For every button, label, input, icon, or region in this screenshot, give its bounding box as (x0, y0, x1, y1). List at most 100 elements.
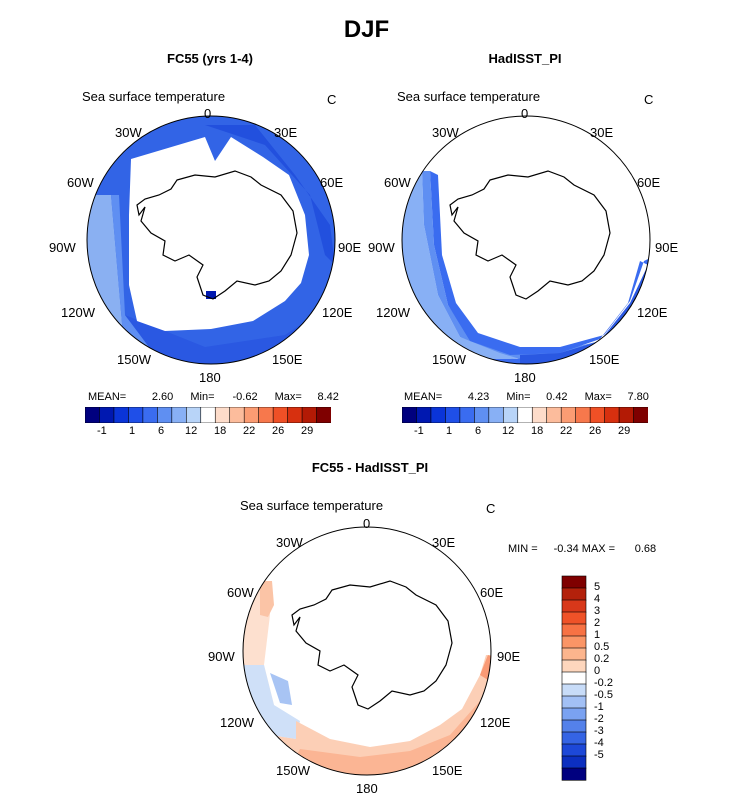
diff-lon-150w: 150W (276, 763, 310, 778)
diff-lon-30e: 30E (432, 535, 456, 550)
diff-colorbar-swatch (561, 635, 587, 649)
panel2-title: HadISST_PI (488, 51, 562, 66)
colorbar-swatch (85, 407, 101, 423)
panel1-cb-label: 29 (301, 425, 314, 437)
panel2-colorbar-labels: -1 1 6 12 18 22 26 29 (402, 425, 652, 439)
colorbar-swatch (258, 407, 274, 423)
diff-lon-60w: 60W (227, 585, 254, 600)
panel2-lon-30e: 30E (590, 125, 614, 140)
colorbar-swatch (142, 407, 158, 423)
panel1-map (86, 115, 336, 365)
diff-lon-0: 0 (363, 516, 371, 531)
colorbar-swatch (128, 407, 144, 423)
colorbar-swatch (474, 407, 490, 423)
panel2-stats: MEAN= 4.23 Min= 0.42 Max= 7.80 (404, 391, 649, 403)
colorbar-swatch (618, 407, 635, 423)
diff-cb-label: -1 (594, 701, 604, 713)
colorbar-swatch (402, 407, 418, 423)
diff-colorbar-swatch (561, 599, 587, 613)
diff-lon-90e: 90E (497, 649, 521, 664)
colorbar-swatch (185, 407, 202, 423)
diff-lon-150e: 150E (432, 763, 463, 778)
panel2-lon-90e: 90E (655, 240, 679, 255)
diff-cb-label: 3 (594, 605, 601, 617)
diff-lon-120w: 120W (220, 715, 254, 730)
panel1-cb-label: 12 (185, 425, 198, 437)
panel2-lon-120w: 120W (376, 305, 410, 320)
panel1-lon-120w: 120W (61, 305, 95, 320)
colorbar-swatch (214, 407, 231, 423)
diff-colorbar-swatch (561, 755, 587, 769)
panel2-min-label: Min= (506, 391, 531, 403)
panel2-lon-60e: 60E (637, 175, 661, 190)
diff-colorbar-swatch (561, 647, 587, 661)
diff-cb-label: 0.2 (594, 653, 610, 665)
panel1-lon-60w: 60W (67, 175, 94, 190)
diff-cb-label: -5 (594, 749, 604, 761)
panel2-lon-150e: 150E (589, 352, 620, 367)
panel2-cb-label: 22 (560, 425, 573, 437)
colorbar-swatch (200, 407, 216, 423)
panel2-max: 7.80 (627, 391, 649, 403)
colorbar-swatch (171, 407, 187, 423)
colorbar-swatch (416, 407, 432, 423)
diff-colorbar (561, 575, 587, 781)
colorbar-swatch (459, 407, 475, 423)
panel2-units: C (644, 92, 654, 107)
panel1-colorbar (85, 407, 331, 423)
colorbar-swatch (604, 407, 620, 423)
panel1-title: FC55 (yrs 1-4) (167, 51, 253, 66)
panel2-lon-60w: 60W (384, 175, 411, 190)
diff-colorbar-swatch (561, 707, 587, 721)
panel1-units: C (327, 92, 337, 107)
panel2-cb-label: 29 (618, 425, 631, 437)
panel2-lon-150w: 150W (432, 352, 466, 367)
panel2-cb-label: 6 (475, 425, 482, 437)
diff-cb-label: -3 (594, 725, 604, 737)
diff-colorbar-labels: 5 4 3 2 1 0.5 0.2 0 -0.2 -0.5 -1 -2 -3 -… (594, 575, 634, 785)
diff-cb-label: 4 (594, 593, 601, 605)
diff-colorbar-swatch (561, 695, 587, 709)
panel2-cb-label: 1 (446, 425, 453, 437)
colorbar-swatch (589, 407, 606, 423)
panel1-mean: 2.60 (151, 391, 174, 403)
diff-colorbar-swatch (561, 743, 587, 757)
colorbar-swatch (99, 407, 115, 423)
diff-colorbar-swatch (561, 683, 587, 697)
diff-colorbar-swatch (561, 659, 587, 673)
diff-cb-label: -0.5 (594, 689, 613, 701)
panel1-cb-label: 1 (129, 425, 136, 437)
diff-map (242, 526, 492, 776)
diff-min-label: MIN = (508, 543, 538, 555)
panel1-lon-30w: 30W (115, 125, 142, 140)
panel1-stats: MEAN= 2.60 Min= -0.62 Max= 8.42 (88, 391, 339, 403)
panel2-mean: 4.23 (467, 391, 490, 403)
diff-field-label: Sea surface temperature (240, 498, 384, 513)
panel1-lon-150w: 150W (117, 352, 151, 367)
colorbar-swatch (113, 407, 130, 423)
diff-min: -0.34 (553, 543, 579, 555)
panel1-lon-60e: 60E (320, 175, 344, 190)
diff-max: 0.68 (634, 543, 657, 555)
figure-title: DJF (343, 16, 390, 43)
panel2-min: 0.42 (546, 391, 568, 403)
colorbar-swatch (287, 407, 303, 423)
colorbar-swatch (531, 407, 548, 423)
diff-colorbar-swatch (561, 575, 587, 589)
diff-colorbar-swatch (561, 767, 587, 781)
panel1-cb-label: -1 (97, 425, 107, 437)
panel1-lon-90w: 90W (49, 240, 76, 255)
panel1-field-label: Sea surface temperature (82, 89, 226, 104)
panel1-max: 8.42 (317, 391, 339, 403)
panel2-cb-label: 18 (531, 425, 544, 437)
diff-colorbar-swatch (561, 719, 587, 733)
panel1-min-label: Min= (190, 391, 215, 403)
colorbar-swatch (633, 407, 648, 423)
panel1-lon-90e: 90E (338, 240, 362, 255)
diff-cb-label: -2 (594, 713, 604, 725)
colorbar-swatch (488, 407, 504, 423)
diff-colorbar-swatch (561, 731, 587, 745)
diff-cb-label: 2 (594, 617, 601, 629)
panel2-cb-label: 12 (502, 425, 515, 437)
diff-colorbar-swatch (561, 671, 587, 685)
